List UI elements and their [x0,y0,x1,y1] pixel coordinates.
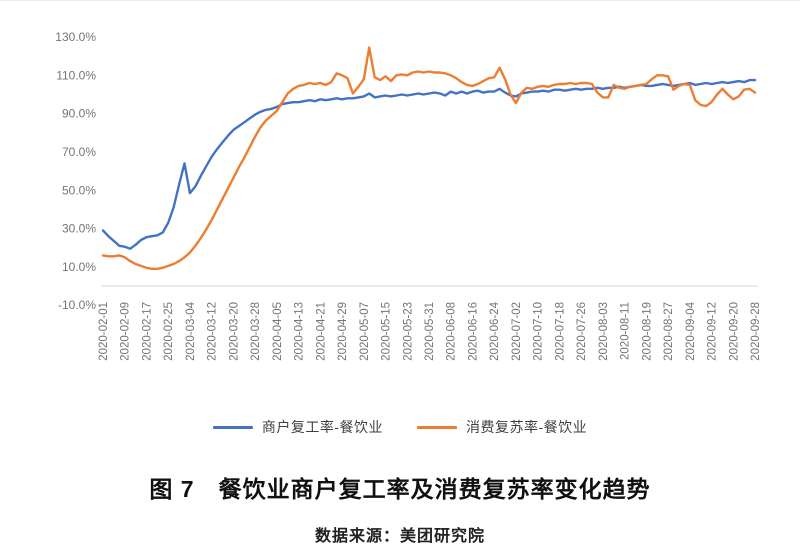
x-axis-tick-label: 2020-09-12 [707,302,719,361]
y-axis-tick-label: 90.0% [62,107,96,121]
y-axis-tick-label: 30.0% [62,222,96,236]
legend-label-merchant-reopen-rate: 商户复工率-餐饮业 [261,419,383,435]
x-axis-tick-label: 2020-05-15 [381,302,393,361]
x-axis-tick-label: 2020-06-16 [467,302,479,361]
x-axis-tick-label: 2020-07-02 [511,302,523,361]
x-axis-tick-label: 2020-05-07 [359,302,371,361]
chart-legend: 商户复工率-餐饮业 消费复苏率-餐饮业 [0,417,800,437]
merchant-reopen-line-swatch [212,425,253,429]
x-axis-tick-label: 2020-07-18 [554,302,566,361]
consumption-recovery-line-swatch [417,425,457,429]
figure-source: 数据来源：美团研究院 [314,528,485,545]
x-axis-tick-label: 2020-03-20 [228,302,240,361]
y-axis-tick-label: 70.0% [62,145,96,159]
x-axis-tick-label: 2020-08-11 [620,302,632,360]
x-axis-tick-label: 2020-04-21 [315,302,327,361]
x-axis-tick-label: 2020-04-29 [337,302,349,361]
x-axis-tick-label: 2020-05-31 [424,302,436,361]
series-line-merchant-reopen-rate [101,78,757,250]
x-axis-tick-label: 2020-02-09 [120,302,132,361]
x-axis-tick-label: 2020-05-23 [402,302,414,361]
x-axis-tick-label: 2020-08-27 [663,302,675,361]
x-axis-tick-label: 2020-02-17 [141,302,153,361]
x-axis-tick-label: 2020-06-08 [446,302,458,361]
x-axis-tick-label: 2020-06-24 [489,301,501,360]
x-axis-tick-label: 2020-08-19 [641,302,653,361]
x-axis-tick-label: 2020-09-20 [728,302,740,361]
x-axis-tick-label: 2020-03-04 [185,301,197,360]
x-axis-tick-label: 2020-04-13 [294,302,306,361]
x-axis-tick-label: 2020-09-28 [750,302,762,361]
x-axis-tick-label: 2020-04-05 [272,302,284,361]
x-axis-tick-label: 2020-03-28 [250,302,262,361]
x-axis-tick-label: 2020-08-03 [598,302,610,361]
figure-title: 图 7 餐饮业商户复工率及消费复苏率变化趋势 [149,476,651,502]
y-axis-tick-label: 130.0% [55,30,96,44]
y-axis-tick-label: 110.0% [56,68,96,82]
legend-item-merchant-reopen-rate: 商户复工率-餐饮业 [212,417,383,437]
y-axis-tick-label: 10.0% [62,260,96,274]
chart-canvas: 130.0% 110.0% 90.0% 70.0% 50.0% 30.0% 10.0% -10… [55,30,762,361]
x-axis-tick-label: 2020-02-01 [98,302,110,361]
legend-label-consumption-recovery-rate: 消费复苏率-餐饮业 [466,419,588,435]
x-axis-tick-label: 2020-07-10 [533,302,545,361]
x-axis-tick-label: 2020-03-12 [207,302,219,361]
x-axis-tick-label: 2020-02-25 [163,302,175,361]
y-axis-tick-label: -10.0% [58,298,96,312]
y-axis-tick-label: 50.0% [62,183,96,197]
x-axis-tick-label: 2020-09-04 [685,301,697,360]
series-line-consumption-recovery-rate [101,46,757,270]
x-axis-tick-label: 2020-07-26 [576,302,588,361]
legend-item-consumption-recovery-rate: 消费复苏率-餐饮业 [417,417,587,437]
